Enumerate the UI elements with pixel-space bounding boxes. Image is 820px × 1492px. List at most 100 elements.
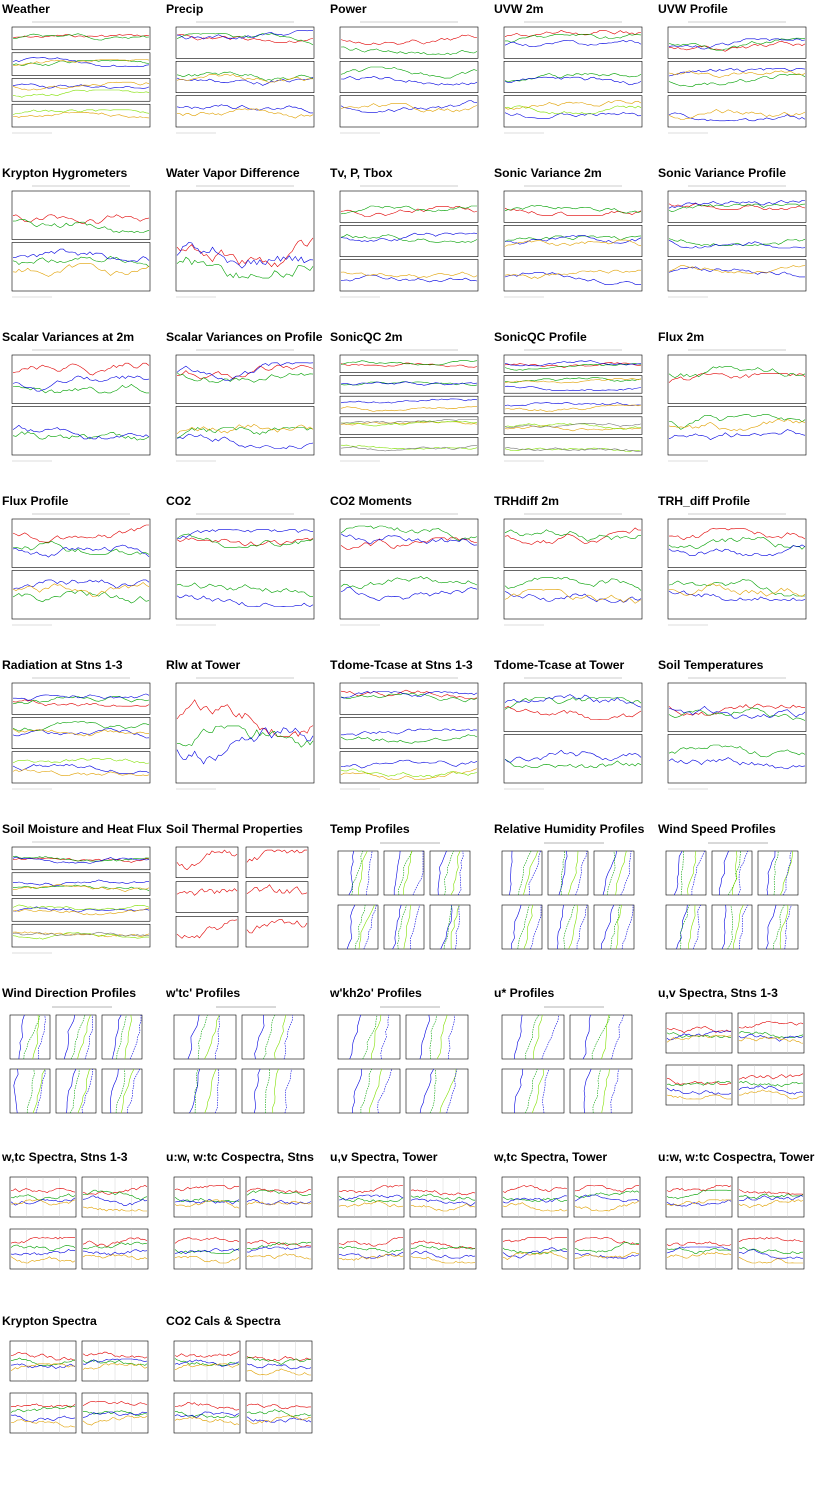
plot-title-link[interactable]: Radiation at Stns 1-3 xyxy=(2,658,123,672)
plot-title-link[interactable]: Rlw at Tower xyxy=(166,658,241,672)
plot-thumbnail[interactable] xyxy=(658,839,812,957)
plot-thumbnail[interactable] xyxy=(2,183,156,301)
plot-thumbnail[interactable] xyxy=(494,839,648,957)
plot-title-link[interactable]: u,v Spectra, Tower xyxy=(330,1150,438,1164)
plot-thumbnail[interactable] xyxy=(166,1331,320,1449)
plot-title-link[interactable]: CO2 xyxy=(166,494,192,508)
plot-title-link[interactable]: u:w, w:tc Cospectra, Tower xyxy=(658,1150,815,1164)
plot-thumbnail[interactable] xyxy=(658,19,812,137)
plot-title-link[interactable]: Soil Thermal Properties xyxy=(166,822,303,836)
plot-thumbnail[interactable] xyxy=(330,839,484,957)
plot-thumbnail[interactable] xyxy=(2,1331,156,1449)
plot-title-link[interactable]: Soil Temperatures xyxy=(658,658,764,672)
plot-thumbnail[interactable] xyxy=(658,183,812,301)
plot-thumbnail-image xyxy=(173,1006,305,1114)
plot-thumbnail[interactable] xyxy=(330,1003,484,1121)
plot-title-link[interactable]: w,tc Spectra, Tower xyxy=(494,1150,608,1164)
plot-title-link[interactable]: w,tc Spectra, Stns 1-3 xyxy=(2,1150,128,1164)
plot-thumbnail-image xyxy=(501,1176,641,1270)
plot-thumbnail-image xyxy=(337,1006,469,1114)
plot-title-link[interactable]: Tdome-Tcase at Stns 1-3 xyxy=(330,658,473,672)
plot-thumbnail[interactable] xyxy=(330,675,484,793)
plot-thumbnail[interactable] xyxy=(166,511,320,629)
plot-cell: Weather xyxy=(0,0,160,158)
plot-thumbnail-image xyxy=(175,349,315,462)
plot-title-link[interactable]: Water Vapor Difference xyxy=(166,166,300,180)
plot-thumbnail-image xyxy=(503,21,643,134)
plot-thumbnail-image xyxy=(9,1176,149,1270)
plot-thumbnail[interactable] xyxy=(2,347,156,465)
plot-thumbnail[interactable] xyxy=(166,1003,320,1121)
plot-thumbnail[interactable] xyxy=(494,675,648,793)
plot-title-link[interactable]: Soil Moisture and Heat Flux xyxy=(2,822,162,836)
plot-thumbnail[interactable] xyxy=(166,347,320,465)
plot-title-link[interactable]: u:w, w:tc Cospectra, Stns xyxy=(166,1150,314,1164)
plot-thumbnail[interactable] xyxy=(658,511,812,629)
plot-title-link[interactable]: CO2 Moments xyxy=(330,494,412,508)
plot-thumbnail[interactable] xyxy=(494,347,648,465)
plot-thumbnail[interactable] xyxy=(330,19,484,137)
plot-cell: CO2 Cals & Spectra xyxy=(164,1312,324,1470)
plot-thumbnail[interactable] xyxy=(330,511,484,629)
plot-thumbnail[interactable] xyxy=(658,675,812,793)
plot-thumbnail-image xyxy=(11,513,151,626)
plot-title-link[interactable]: Krypton Hygrometers xyxy=(2,166,128,180)
plot-thumbnail[interactable] xyxy=(2,511,156,629)
plot-thumbnail[interactable] xyxy=(166,839,320,957)
plot-thumbnail[interactable] xyxy=(494,183,648,301)
plot-title-link[interactable]: w'tc' Profiles xyxy=(166,986,241,1000)
plot-title-link[interactable]: Flux 2m xyxy=(658,330,705,344)
plot-title-link[interactable]: Tdome-Tcase at Tower xyxy=(494,658,625,672)
plot-title-link[interactable]: Scalar Variances at 2m xyxy=(2,330,135,344)
plot-title-link[interactable]: u* Profiles xyxy=(494,986,555,1000)
plot-title-link[interactable]: Power xyxy=(330,2,367,16)
plot-title-link[interactable]: Weather xyxy=(2,2,50,16)
plot-title-link[interactable]: Krypton Spectra xyxy=(2,1314,97,1328)
plot-title-link[interactable]: Sonic Variance Profile xyxy=(658,166,787,180)
plot-thumbnail[interactable] xyxy=(2,1003,156,1121)
plot-thumbnail[interactable] xyxy=(166,19,320,137)
plot-thumbnail[interactable] xyxy=(658,1003,812,1121)
plot-cell: u* Profiles xyxy=(492,984,652,1142)
plot-thumbnail[interactable] xyxy=(494,511,648,629)
plot-thumbnail[interactable] xyxy=(2,675,156,793)
plot-title-link[interactable]: Temp Profiles xyxy=(330,822,410,836)
plot-title-link[interactable]: Precip xyxy=(166,2,204,16)
plot-title-link[interactable]: Scalar Variances on Profile xyxy=(166,330,323,344)
plot-cell: SonicQC 2m xyxy=(328,328,488,486)
plot-title-link[interactable]: CO2 Cals & Spectra xyxy=(166,1314,281,1328)
plot-thumbnail-image xyxy=(667,21,807,134)
plot-title-link[interactable]: TRHdiff 2m xyxy=(494,494,559,508)
plot-thumbnail-image xyxy=(175,185,315,298)
plot-thumbnail[interactable] xyxy=(494,19,648,137)
plot-title-link[interactable]: Flux Profile xyxy=(2,494,69,508)
plot-thumbnail[interactable] xyxy=(2,1167,156,1285)
plot-title-link[interactable]: u,v Spectra, Stns 1-3 xyxy=(658,986,778,1000)
plot-thumbnail[interactable] xyxy=(658,1167,812,1285)
plot-thumbnail-image xyxy=(665,1176,805,1270)
plot-title-link[interactable]: SonicQC Profile xyxy=(494,330,587,344)
plot-thumbnail[interactable] xyxy=(166,183,320,301)
plot-thumbnail[interactable] xyxy=(166,675,320,793)
plot-thumbnail-image xyxy=(339,185,479,298)
plot-title-link[interactable]: TRH_diff Profile xyxy=(658,494,751,508)
plot-thumbnail[interactable] xyxy=(166,1167,320,1285)
plot-title-link[interactable]: SonicQC 2m xyxy=(330,330,403,344)
plot-thumbnail[interactable] xyxy=(494,1003,648,1121)
plot-title-link[interactable]: UVW Profile xyxy=(658,2,728,16)
plot-title-link[interactable]: Wind Speed Profiles xyxy=(658,822,776,836)
plot-thumbnail[interactable] xyxy=(658,347,812,465)
plot-thumbnail[interactable] xyxy=(2,19,156,137)
plot-thumbnail[interactable] xyxy=(330,347,484,465)
plot-thumbnail[interactable] xyxy=(330,183,484,301)
plot-cell: Flux 2m xyxy=(656,328,816,486)
plot-title-link[interactable]: Sonic Variance 2m xyxy=(494,166,602,180)
plot-title-link[interactable]: Wind Direction Profiles xyxy=(2,986,136,1000)
plot-title-link[interactable]: Relative Humidity Profiles xyxy=(494,822,645,836)
plot-thumbnail[interactable] xyxy=(330,1167,484,1285)
plot-title-link[interactable]: UVW 2m xyxy=(494,2,544,16)
plot-title-link[interactable]: w'kh2o' Profiles xyxy=(330,986,422,1000)
plot-thumbnail[interactable] xyxy=(2,839,156,957)
plot-thumbnail[interactable] xyxy=(494,1167,648,1285)
plot-title-link[interactable]: Tv, P, Tbox xyxy=(330,166,393,180)
